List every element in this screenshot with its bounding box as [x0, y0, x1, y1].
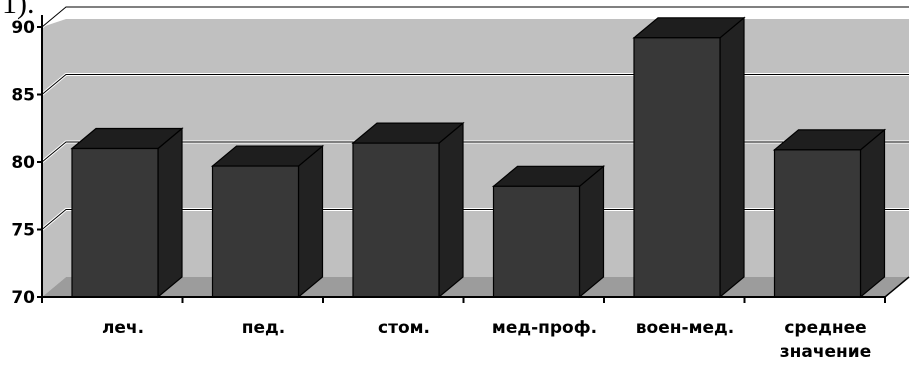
bar-side [157, 127, 183, 299]
gridline-edge [41, 74, 909, 95]
x-tick-label: мед-проф. [492, 318, 597, 338]
bar-side [297, 144, 324, 299]
figure-label: 1). [2, 0, 35, 20]
bar-side [859, 128, 886, 299]
bar-front [352, 142, 440, 298]
x-tick-label: пед. [242, 318, 285, 338]
floor-edge [884, 276, 910, 298]
x-tick-label: воен-мед. [636, 318, 734, 338]
y-tick-label: 80 [11, 153, 35, 173]
y-tick-label: 70 [11, 288, 35, 308]
bar-front [211, 165, 300, 298]
gridline-edge [41, 6, 909, 28]
x-axis-labels: леч. пед. стом. мед-проф. воен-мед. среднее зн… [102, 318, 871, 362]
x-tick-label: стом. [378, 318, 430, 338]
gridline-edge [41, 209, 909, 230]
y-axis-ticks: 70 75 80 85 90 [11, 18, 42, 308]
bar [491, 165, 606, 299]
y-tick-label: 85 [11, 86, 35, 106]
bar-front [71, 147, 159, 298]
bar-side [578, 165, 605, 299]
bar [772, 128, 887, 299]
x-tick-label: значение [780, 342, 871, 362]
bar [632, 16, 746, 299]
y-tick-label: 90 [11, 18, 35, 38]
bar-side [438, 121, 464, 299]
bar [70, 127, 184, 299]
gridline-edge [41, 141, 909, 163]
y-tick-label: 75 [11, 221, 35, 241]
bar-front [773, 149, 862, 298]
axes [41, 15, 910, 303]
bar [351, 121, 465, 299]
gridlines [41, 5, 909, 231]
x-tick-label: леч. [102, 318, 144, 338]
bar-side [719, 16, 745, 299]
bar-front [633, 37, 721, 298]
bar-front [492, 185, 581, 298]
bar [210, 144, 325, 299]
x-tick-label: среднее [784, 318, 866, 338]
bars [70, 16, 887, 299]
